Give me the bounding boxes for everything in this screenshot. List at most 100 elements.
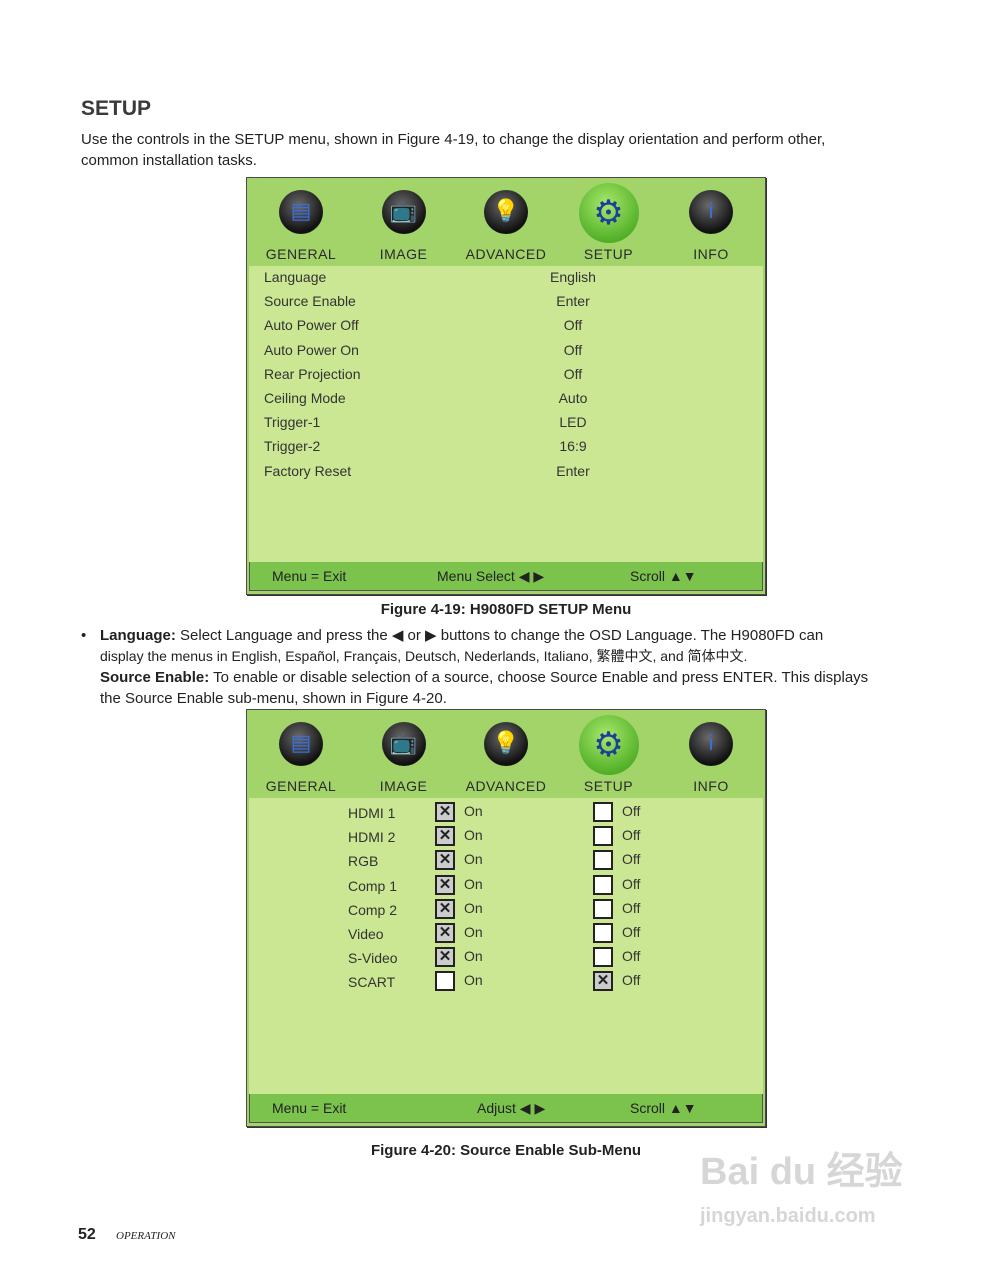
on-checkbox[interactable]: ✕ [435, 826, 455, 847]
gears-icon-glyph: ⚙ [593, 194, 624, 232]
source-label: HDMI 2 [348, 829, 396, 846]
menu-item-value: 16:9 [559, 438, 587, 455]
off-label: Off [622, 803, 641, 819]
footer-navigate-hint: Menu Select ◀ ▶ [437, 568, 545, 584]
menu-item-value: Off [563, 317, 583, 334]
source-enable-text: To enable or disable selection of a sour… [209, 669, 869, 686]
menu-item-value: Off [563, 341, 583, 358]
on-checkbox[interactable]: ✕ [435, 923, 455, 943]
language-text: display the menus in English, Español, F… [100, 648, 748, 664]
document-icon-glyph: ▤ [290, 198, 312, 223]
off-checkbox[interactable] [593, 874, 613, 895]
off-checkbox[interactable] [593, 947, 613, 968]
off-label: Off [622, 827, 641, 844]
on-label: On [464, 827, 483, 844]
tab-label: SETUP [583, 246, 634, 262]
on-checkbox[interactable]: ✕ [435, 874, 455, 895]
off-label: Off [622, 948, 641, 965]
language-text: Select Language and press the ◀ or ▶ but… [175, 627, 824, 644]
tv-icon: 📺 [381, 722, 426, 766]
menu-item-label: Auto Power Off [264, 317, 359, 334]
setup-menu-figure: ▤ GENERAL 📺 IMAGE 💡 ADVANCED ⚙ SETUP i INFO Langua… [246, 177, 766, 595]
page-number: 52 [78, 1226, 96, 1243]
info-icon-glyph: i [708, 730, 714, 755]
on-label: On [464, 875, 483, 892]
on-checkbox[interactable]: ✕ [435, 898, 455, 919]
info-icon: i [689, 190, 733, 234]
footer-exit-hint: Menu = Exit [272, 1100, 347, 1116]
tv-icon-glyph: 📺 [389, 198, 418, 223]
tab-advanced[interactable]: 💡 ADVANCED [456, 712, 556, 798]
source-label: HDMI 1 [348, 805, 396, 821]
menu-item-value: Auto [558, 390, 588, 406]
bullet-paragraph: • Language: Select Language and press th… [81, 625, 951, 709]
document-icon: ▤ [279, 722, 323, 766]
document-icon: ▤ [279, 190, 323, 234]
menu-item-label: Trigger-1 [264, 414, 321, 431]
tab-info[interactable]: i INFO [661, 712, 761, 798]
gears-icon-glyph: ⚙ [593, 726, 624, 764]
footer-scroll-hint: Scroll ▲▼ [630, 568, 697, 584]
tab-label: INFO [693, 778, 729, 794]
off-checkbox[interactable] [593, 826, 613, 847]
off-label: Off [622, 924, 641, 940]
off-label: Off [622, 899, 641, 916]
menu-tab-bar: ▤ GENERAL 📺 IMAGE 💡 ADVANCED ⚙ SETUP i INFO [249, 712, 763, 798]
lightbulb-icon: 💡 [484, 190, 528, 234]
intro-line: common installation tasks. [81, 152, 257, 169]
intro-line: Use the controls in the SETUP menu, show… [81, 131, 826, 148]
tab-advanced[interactable]: 💡 ADVANCED [456, 180, 556, 266]
tab-info[interactable]: i INFO [661, 180, 761, 266]
on-checkbox[interactable] [435, 971, 455, 992]
off-checkbox[interactable] [593, 898, 613, 919]
tv-icon-glyph: 📺 [389, 730, 418, 755]
off-checkbox[interactable]: ✕ [593, 971, 613, 992]
on-checkbox[interactable]: ✕ [435, 802, 455, 822]
info-icon: i [689, 722, 733, 766]
menu-item-value: Off [563, 365, 583, 382]
menu-item-value: English [550, 269, 596, 285]
on-checkbox[interactable]: ✕ [435, 947, 455, 968]
off-label: Off [622, 851, 641, 868]
source-enable-text: the Source Enable sub-menu, shown in Fig… [100, 690, 447, 707]
source-label: Comp 2 [348, 901, 398, 918]
section-heading: SETUP [81, 97, 152, 120]
on-label: On [464, 851, 483, 868]
menu-item-label: Language [264, 269, 327, 285]
off-label: Off [622, 972, 641, 989]
source-label: RGB [348, 853, 379, 870]
source-enable-term: Source Enable: [100, 669, 210, 686]
on-label: On [464, 803, 483, 819]
tab-label: INFO [693, 246, 729, 262]
tv-icon: 📺 [381, 190, 426, 234]
on-checkbox[interactable]: ✕ [435, 850, 455, 871]
source-enable-menu-figure: ▤ GENERAL 📺 IMAGE 💡 ADVANCED ⚙ SETUP i INFO HDMI 1… [246, 709, 766, 1127]
off-label: Off [622, 875, 641, 892]
section-footer: OPERATION [116, 1230, 176, 1242]
menu-footer: Menu = Exit Adjust ◀ ▶ Scroll ▲▼ [249, 1094, 763, 1123]
off-checkbox[interactable] [593, 850, 613, 871]
off-checkbox[interactable] [593, 802, 613, 822]
figure-caption: Figure 4-20: Source Enable Sub-Menu [370, 1142, 642, 1159]
tab-image[interactable]: 📺 IMAGE [354, 180, 454, 266]
tab-label: GENERAL [265, 778, 337, 794]
tab-general[interactable]: ▤ GENERAL [251, 712, 351, 798]
tab-image[interactable]: 📺 IMAGE [354, 712, 454, 798]
tab-label: IMAGE [379, 246, 428, 262]
watermark-logo: Bai du 经验 jingyan.baidu.com [700, 1151, 903, 1227]
menu-item-label: Rear Projection [264, 365, 361, 382]
footer-exit-hint: Menu = Exit [272, 568, 347, 584]
source-label: Comp 1 [348, 877, 398, 894]
gears-icon: ⚙ [578, 183, 639, 243]
tab-label: ADVANCED [465, 246, 547, 262]
on-label: On [464, 948, 483, 965]
tab-setup[interactable]: ⚙ SETUP [559, 180, 659, 266]
document-icon-glyph: ▤ [290, 730, 312, 755]
tab-setup[interactable]: ⚙ SETUP [559, 712, 659, 798]
lightbulb-icon-glyph: 💡 [492, 730, 520, 755]
info-icon-glyph: i [708, 198, 714, 223]
off-checkbox[interactable] [593, 923, 613, 943]
tab-general[interactable]: ▤ GENERAL [251, 180, 351, 266]
footer-navigate-hint: Adjust ◀ ▶ [477, 1100, 546, 1116]
